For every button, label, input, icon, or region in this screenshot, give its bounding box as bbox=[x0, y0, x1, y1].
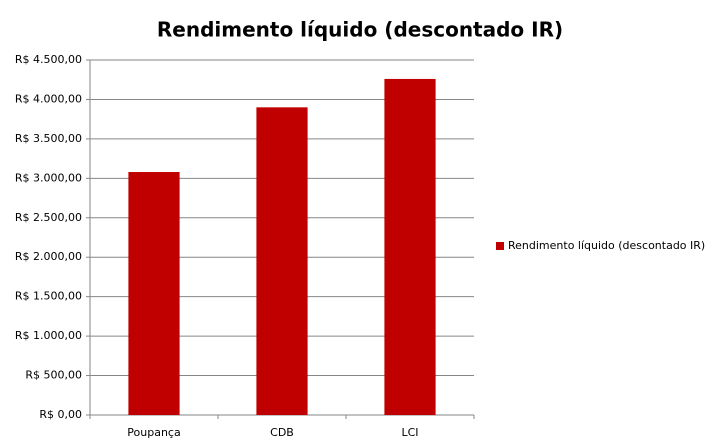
legend-label: Rendimento líquido (descontado IR) bbox=[508, 239, 705, 252]
x-tick-label: Poupança bbox=[127, 426, 180, 439]
legend-swatch bbox=[496, 242, 504, 250]
y-tick-label: R$ 500,00 bbox=[25, 369, 82, 382]
y-tick-label: R$ 3.500,00 bbox=[15, 132, 82, 145]
bar bbox=[128, 172, 180, 415]
y-tick-label: R$ 2.000,00 bbox=[15, 250, 82, 263]
y-tick-label: R$ 1.500,00 bbox=[15, 290, 82, 303]
y-tick-label: R$ 4.000,00 bbox=[15, 92, 82, 105]
x-tick-label: CDB bbox=[270, 426, 294, 439]
y-tick-label: R$ 0,00 bbox=[39, 408, 82, 421]
bar bbox=[256, 107, 308, 415]
y-tick-label: R$ 3.000,00 bbox=[15, 171, 82, 184]
y-tick-label: R$ 1.000,00 bbox=[15, 329, 82, 342]
bar bbox=[384, 78, 436, 415]
y-tick-label: R$ 4.500,00 bbox=[15, 53, 82, 66]
chart-title: Rendimento líquido (descontado IR) bbox=[157, 18, 563, 42]
y-tick-label: R$ 2.500,00 bbox=[15, 211, 82, 224]
x-tick-label: LCI bbox=[401, 426, 418, 439]
